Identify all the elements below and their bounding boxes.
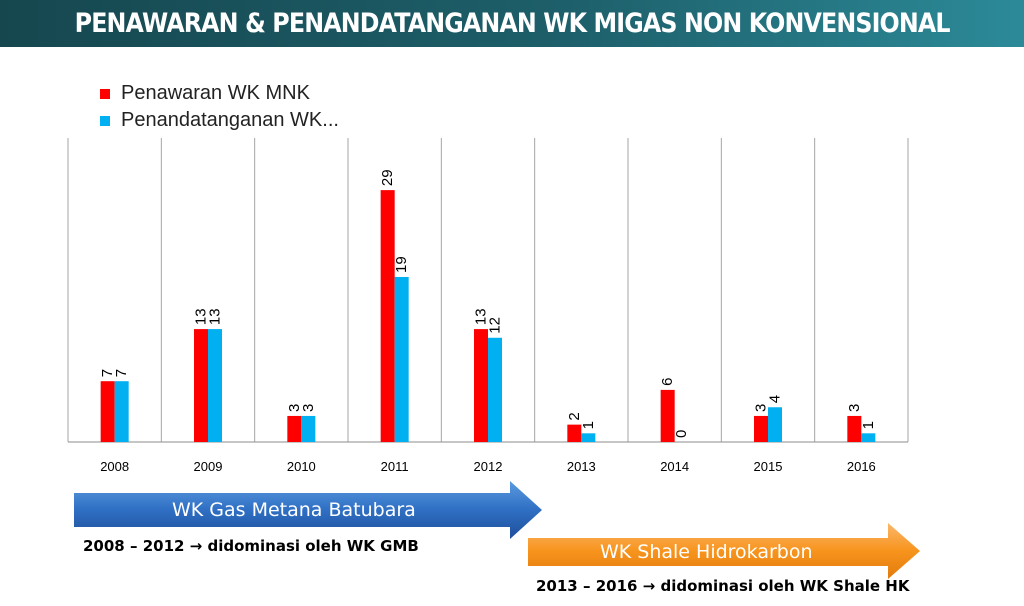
bar-penandatanganan xyxy=(208,329,222,442)
data-label-penawaran: 13 xyxy=(193,308,210,325)
arrow-gmb xyxy=(74,481,542,539)
x-tick-label: 2009 xyxy=(194,459,223,474)
bar-penandatanganan xyxy=(301,415,316,442)
bar-penawaran xyxy=(380,190,395,442)
chart-legend: Penawaran WK MNK Penandatanganan WK... xyxy=(100,80,339,134)
data-label-penawaran: 13 xyxy=(473,308,490,325)
data-label-penandatanganan: 19 xyxy=(393,256,410,273)
data-label-penandatanganan: 7 xyxy=(113,369,130,377)
bar-penawaran xyxy=(847,415,862,442)
legend-label-penandatanganan: Penandatanganan WK... xyxy=(121,109,339,131)
data-label-penawaran: 6 xyxy=(659,378,676,386)
bar-penawaran xyxy=(194,329,208,442)
bar-penawaran xyxy=(287,415,302,442)
note-shale: 2013 – 2016 → didominasi oleh WK Shale H… xyxy=(536,577,910,595)
legend-item-penandatanganan: Penandatanganan WK... xyxy=(100,107,339,134)
x-tick-label: 2015 xyxy=(754,459,783,474)
x-tick-label: 2010 xyxy=(287,459,316,474)
data-label-penandatanganan: 0 xyxy=(673,430,690,438)
data-label-penandatanganan: 1 xyxy=(860,421,877,429)
data-label-penawaran: 29 xyxy=(379,169,396,186)
data-label-penawaran: 2 xyxy=(566,412,583,420)
legend-swatch-penawaran xyxy=(100,88,110,99)
page-title: PENAWARAN & PENANDATANGANAN WK MIGAS NON… xyxy=(74,8,951,39)
data-label-penawaran: 3 xyxy=(753,404,770,412)
bar-penawaran xyxy=(100,381,115,442)
legend-label-penawaran: Penawaran WK MNK xyxy=(121,82,310,104)
bar-penawaran xyxy=(474,329,488,442)
note-gmb: 2008 – 2012 → didominasi oleh WK GMB xyxy=(83,537,419,555)
bar-penandatanganan xyxy=(488,337,502,442)
bar-penandatanganan xyxy=(114,381,129,442)
x-tick-label: 2011 xyxy=(381,459,409,474)
data-label-penandatanganan: 12 xyxy=(487,317,504,334)
bar-penandatanganan xyxy=(581,433,596,442)
x-tick-label: 2012 xyxy=(474,459,503,474)
bar-penandatanganan xyxy=(768,407,782,442)
bar-penawaran xyxy=(567,424,582,442)
data-label-penandatanganan: 13 xyxy=(207,308,224,325)
x-tick-label: 2016 xyxy=(847,459,876,474)
data-label-penawaran: 7 xyxy=(99,369,116,377)
arrow-shale xyxy=(528,523,920,579)
bar-penawaran xyxy=(754,415,768,442)
data-label-penandatanganan: 4 xyxy=(767,395,784,403)
arrow-shale-label: WK Shale Hidrokarbon xyxy=(600,541,813,563)
bar-penandatanganan xyxy=(394,276,409,442)
x-tick-label: 2008 xyxy=(100,459,129,474)
data-label-penawaran: 3 xyxy=(846,404,863,412)
title-bar: PENAWARAN & PENANDATANGANAN WK MIGAS NON… xyxy=(0,0,1024,47)
legend-swatch-penandatanganan xyxy=(100,115,110,126)
bar-penandatanganan xyxy=(861,433,876,442)
legend-item-penawaran: Penawaran WK MNK xyxy=(100,80,339,107)
arrow-gmb-label: WK Gas Metana Batubara xyxy=(172,499,416,521)
data-label-penandatanganan: 3 xyxy=(300,404,317,412)
x-tick-label: 2014 xyxy=(660,459,689,474)
bar-penawaran xyxy=(660,389,675,442)
data-label-penandatanganan: 1 xyxy=(580,421,597,429)
x-tick-label: 2013 xyxy=(567,459,596,474)
data-label-penawaran: 3 xyxy=(286,404,303,412)
